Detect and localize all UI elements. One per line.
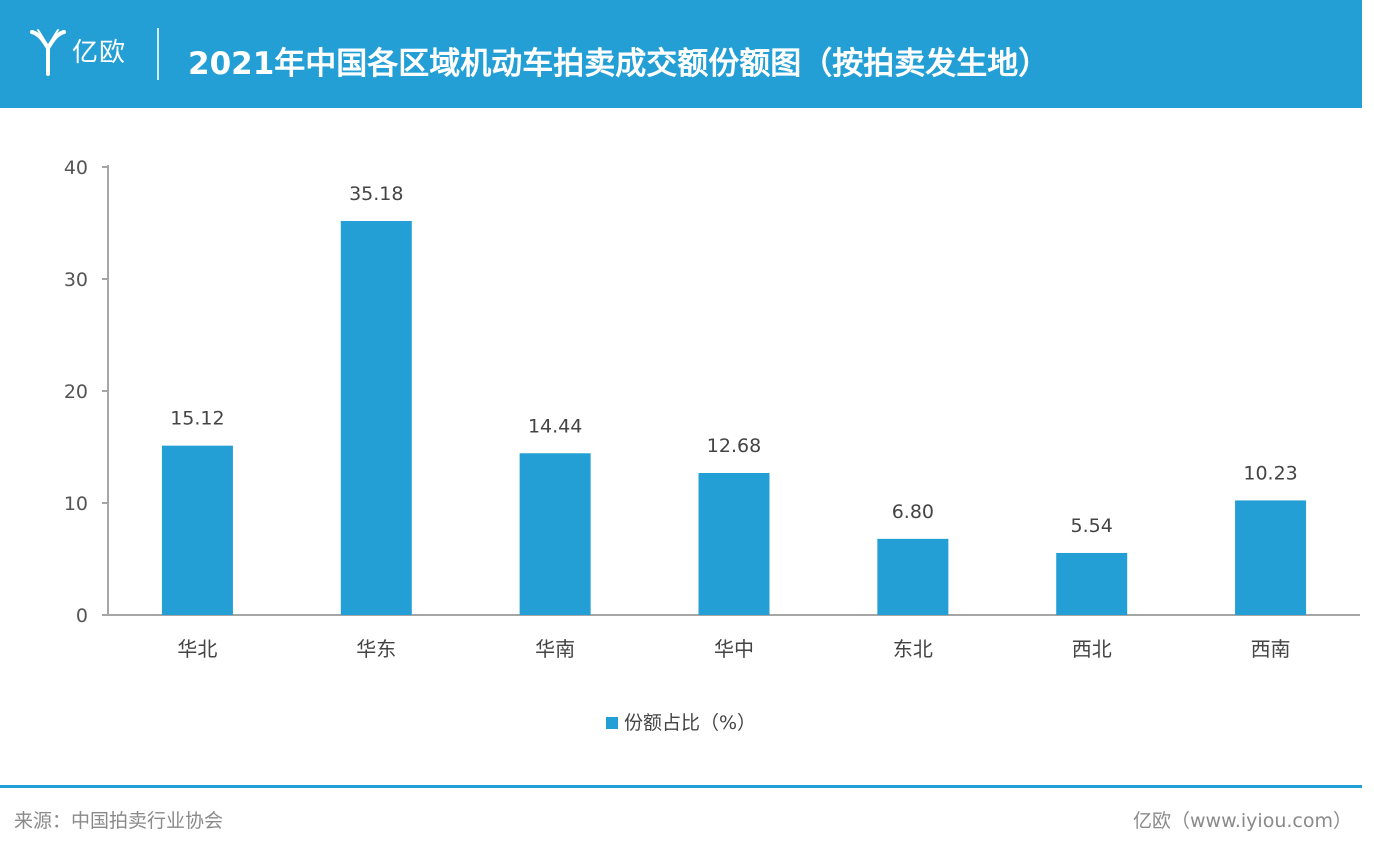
data-label: 15.12 — [170, 408, 224, 430]
bar-chart: 0 10 20 30 40 15.12 华北 35.18 华东 14.44 华南 12.68 华中 6.8… — [64, 157, 1360, 734]
bar — [698, 472, 770, 615]
bar — [1056, 552, 1128, 615]
footer-divider — [0, 785, 1362, 788]
bar — [877, 538, 949, 615]
data-label: 6.80 — [892, 501, 934, 523]
bar — [1235, 500, 1307, 615]
x-tick-label: 华中 — [714, 637, 754, 661]
data-label: 35.18 — [349, 183, 403, 205]
x-tick-label: 东北 — [893, 637, 933, 661]
y-tick-label: 30 — [64, 269, 88, 291]
data-label: 10.23 — [1243, 462, 1297, 484]
data-label: 12.68 — [707, 435, 761, 457]
source-note: 来源：中国拍卖行业协会 — [14, 810, 224, 832]
data-label: 5.54 — [1071, 515, 1113, 537]
x-tick-label: 华北 — [177, 637, 217, 661]
x-tick-label: 华东 — [356, 637, 396, 661]
y-tick-label: 20 — [64, 381, 88, 403]
x-tick-label: 西北 — [1072, 637, 1112, 661]
header-banner: 亿欧 2021年中国各区域机动车拍卖成交额份额图（按拍卖发生地） — [0, 0, 1362, 108]
credit-note: 亿欧（www.iyiou.com） — [1132, 810, 1352, 832]
page-title: 2021年中国各区域机动车拍卖成交额份额图（按拍卖发生地） — [188, 46, 1050, 82]
data-label: 14.44 — [528, 415, 582, 437]
yiou-logo-icon — [30, 29, 66, 76]
legend-swatch — [606, 717, 618, 729]
header-divider — [157, 28, 159, 80]
bar — [340, 220, 412, 615]
y-tick-label: 10 — [64, 493, 88, 515]
legend-label: 份额占比（%） — [624, 712, 756, 734]
bar — [519, 453, 591, 615]
x-tick-label: 华南 — [535, 637, 575, 661]
x-tick-label: 西南 — [1251, 637, 1291, 661]
bar — [161, 445, 233, 615]
y-tick-label: 0 — [76, 605, 88, 627]
brand-name: 亿欧 — [72, 38, 127, 68]
y-tick-label: 40 — [64, 157, 88, 179]
